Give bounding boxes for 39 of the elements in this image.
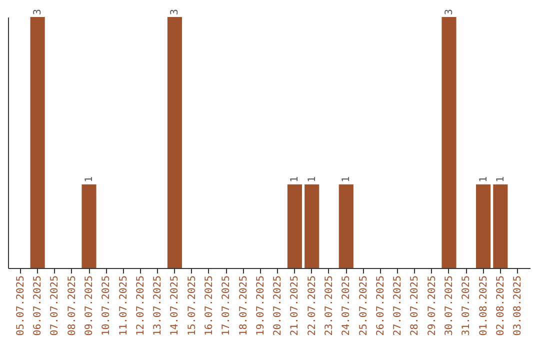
- x-tick-label: 24.07.2025: [341, 276, 352, 336]
- x-tick-label: 08.07.2025: [66, 276, 78, 336]
- x-tick-label: 14.07.2025: [170, 276, 181, 336]
- x-tick-label: 31.07.2025: [461, 276, 472, 336]
- x-tick-label: 13.07.2025: [152, 276, 164, 336]
- data-label: 3: [170, 8, 181, 15]
- x-tick-label: 23.07.2025: [324, 276, 335, 336]
- data-label: 1: [290, 176, 301, 182]
- x-tick-label: 29.07.2025: [426, 276, 438, 336]
- x-tick-label: 28.07.2025: [410, 276, 421, 336]
- x-tick-label: 22.07.2025: [306, 276, 318, 336]
- x-tick-label: 21.07.2025: [290, 276, 301, 336]
- x-tick-label: 27.07.2025: [392, 276, 404, 336]
- x-tick-label: 05.07.2025: [15, 276, 26, 336]
- x-tick-label: 26.07.2025: [375, 276, 386, 336]
- x-tick-label: 18.07.2025: [238, 276, 250, 336]
- data-label: 3: [32, 8, 44, 15]
- x-tick-label: 11.07.2025: [118, 276, 130, 336]
- x-tick-label: 07.07.2025: [50, 276, 61, 336]
- x-tick-label: 09.07.2025: [84, 276, 95, 336]
- x-tick-label: 02.08.2025: [495, 276, 506, 336]
- data-label: 1: [478, 176, 490, 182]
- x-tick-label: 12.07.2025: [135, 276, 146, 336]
- x-tick-label: 06.07.2025: [32, 276, 44, 336]
- x-tick-label: 19.07.2025: [255, 276, 266, 336]
- data-label: 1: [84, 176, 95, 182]
- x-tick-label: 25.07.2025: [358, 276, 370, 336]
- data-label: 1: [495, 176, 506, 182]
- x-tick-label: 03.08.2025: [512, 276, 524, 336]
- data-label: 1: [306, 176, 318, 182]
- x-tick-label: 30.07.2025: [444, 276, 455, 336]
- x-tick-label: 15.07.2025: [186, 276, 198, 336]
- data-label: 3: [444, 8, 455, 15]
- x-tick-label: 20.07.2025: [272, 276, 284, 336]
- x-tick-label: 17.07.2025: [221, 276, 232, 336]
- x-tick-label: 16.07.2025: [204, 276, 215, 336]
- x-tick-label: 01.08.2025: [478, 276, 490, 336]
- data-label: 1: [341, 176, 352, 182]
- x-tick-label: 10.07.2025: [101, 276, 112, 336]
